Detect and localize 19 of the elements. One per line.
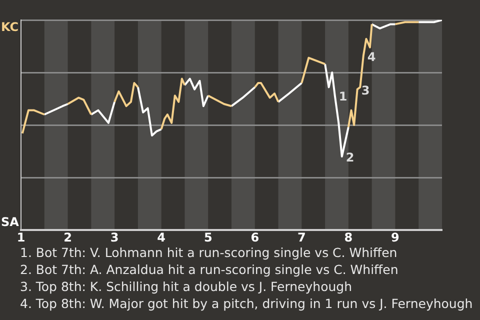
- x-tick-label: 6: [250, 230, 260, 244]
- text: KC: [1, 20, 19, 34]
- text: 2. Bot 7th: A. Anzaldua hit a run-scoring single vs C. Whiffen: [20, 261, 400, 278]
- annotation: 3: [361, 83, 370, 98]
- x-tick-label: 7: [297, 230, 306, 244]
- text: 4. Top 8th: W. Major got hit by a pitch, driving in 1 run vs J. Ferneyhough: [20, 295, 473, 312]
- annotation: 4: [367, 50, 376, 64]
- text: 3. Top 8th: K. Schilling hit a double vs J. Ferneyhough: [20, 278, 353, 295]
- text: 1. Bot 7th: V. Lohmann hit a run-scoring single vs C. Whiffen: [20, 244, 398, 261]
- x-tick-label: 4: [157, 230, 166, 244]
- annotation: 2: [346, 150, 354, 165]
- x-tick-label: 9: [391, 230, 400, 244]
- x-tick-label: 5: [204, 230, 212, 244]
- x-tick-label: 2: [64, 230, 72, 244]
- x-tick-label: 3: [110, 230, 119, 244]
- text: SA: [1, 215, 20, 230]
- x-tick-label: 1: [16, 230, 26, 244]
- x-tick-label: 8: [344, 230, 353, 244]
- annotation: 1: [338, 90, 348, 104]
